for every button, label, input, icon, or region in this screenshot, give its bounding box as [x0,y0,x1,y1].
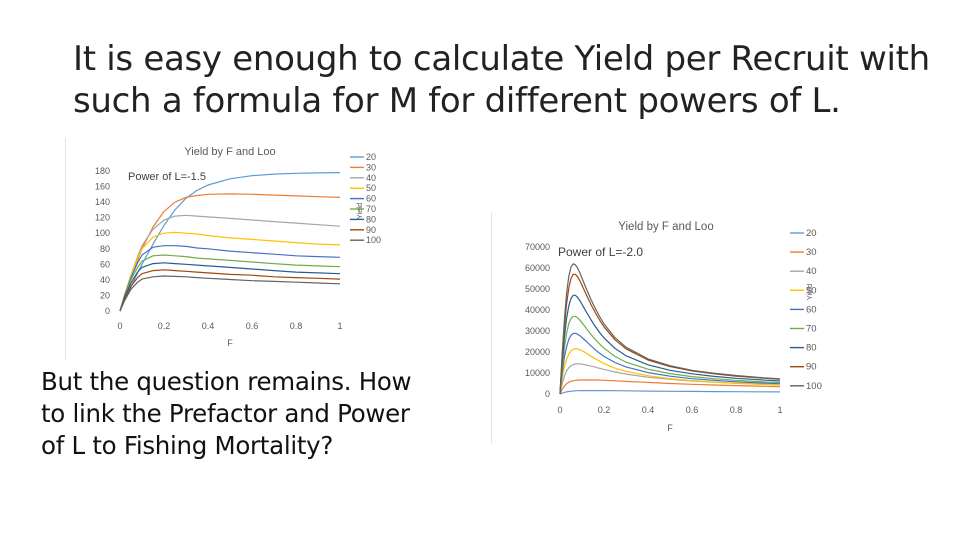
chart1-xtick-label: 0.2 [158,321,171,331]
chart2-series-line-20 [559,390,781,395]
chart2-x-axis-title: F [667,423,673,433]
chart1-legend-label: 20 [366,152,376,162]
slide-title-line-2: such a formula for M for different power… [73,81,841,121]
chart1-legend-label: 80 [366,214,376,224]
chart2-title: Yield by F and Loo [618,221,713,233]
chart2-ytick-label: 60000 [525,263,550,273]
chart2-ytick-label: 30000 [525,326,550,336]
chart1-series-line-100 [119,275,341,312]
chart1-series-line-20 [119,172,341,312]
chart1-legend-label: 30 [366,162,376,172]
chart1-series-line-70 [119,254,341,312]
chart2-legend-label: 60 [806,304,817,315]
chart2-annotation: Power of L=-2.0 [558,245,643,259]
chart1-ytick-label: 60 [100,259,110,269]
chart2-series-line-50 [559,348,781,395]
chart1-series-line-90 [119,269,341,312]
chart-power-2-0: Yield by F and Loo 0 10000 20000 30000 40000 5… [492,212,838,444]
chart1-ytick-label: 80 [100,244,110,254]
chart2-xtick-label: 1 [777,405,782,415]
chart2-xtick-label: 0.2 [598,405,611,415]
question-line-2: to link the Prefactor and Power [41,399,410,428]
chart2-ytick-label: 40000 [525,305,550,315]
chart2-legend-label: 80 [806,343,817,354]
chart2-legend-label: 50 [806,285,817,296]
chart2-series-line-30 [559,379,781,395]
chart2-xtick-label: 0.8 [730,405,743,415]
chart1-legend-label: 90 [366,225,376,235]
chart1-xtick-label: 0.8 [290,321,303,331]
chart1-ytick-label: 20 [100,290,110,300]
chart1-ytick-label: 40 [100,275,110,285]
chart1-legend-label: 50 [366,183,376,193]
chart1-legend-label: 40 [366,173,376,183]
chart1-series-line-30 [119,193,341,312]
chart1-ytick-label: 160 [95,182,110,192]
chart1-legend-label: 100 [366,235,381,245]
chart2-xtick-label: 0 [557,405,562,415]
question-line-3: of L to Fishing Mortality? [41,431,334,460]
chart2-ytick-label: 50000 [525,284,550,294]
chart2-ytick-label: 70000 [525,242,550,252]
chart1-x-axis-title: F [227,338,233,348]
chart1-series-line-60 [119,245,341,312]
chart1-title: Yield by F and Loo [184,146,275,158]
chart2-legend-label: 40 [806,266,817,277]
chart1-ytick-label: 140 [95,197,110,207]
chart2-ytick-label: 10000 [525,368,550,378]
question-line-1: But the question remains. How [41,367,412,396]
chart1-ytick-label: 0 [105,306,110,316]
chart1-series-line-80 [119,262,341,312]
chart1-xtick-label: 0.4 [202,321,215,331]
chart1-xtick-label: 1 [337,321,342,331]
chart1-ytick-label: 180 [95,166,110,176]
chart1-xtick-label: 0 [117,321,122,331]
chart1-legend-label: 60 [366,194,376,204]
chart2-legend-label: 20 [806,228,817,239]
chart-power-1-5-svg: Yield by F and Loo0204060801001201401601… [95,146,381,348]
chart1-series-line-50 [119,231,341,312]
chart2-ytick-label: 20000 [525,347,550,357]
chart2-legend-label: 70 [806,324,817,335]
chart1-ytick-label: 100 [95,228,110,238]
chart2-legend-label: 90 [806,362,817,373]
chart1-xtick-label: 0.6 [246,321,259,331]
chart2-series-line-80 [559,294,781,395]
chart2-series-line-70 [559,315,781,395]
chart1-legend-label: 70 [366,204,376,214]
chart2-series-line-100 [559,263,781,395]
question-text: But the question remains. How to link th… [41,366,471,462]
chart2-ytick-label: 0 [545,389,550,399]
chart1-ytick-label: 120 [95,213,110,223]
chart2-legend-label: 100 [806,381,822,392]
chart-power-1-5: Yield by F and Loo 0 20 40 60 80 100 120 140 160 1… [66,138,392,360]
slide-title-line-1: It is easy enough to calculate Yield per… [73,39,930,79]
chart2-legend-label: 30 [806,247,817,258]
chart1-annotation: Power of L=-1.5 [128,171,206,183]
chart2-series-line-60 [559,332,781,395]
chart1-y-axis-title: Yield [355,203,364,219]
chart2-y-axis-title: Yield [805,284,814,300]
chart2-xtick-label: 0.4 [642,405,655,415]
chart-power-2-0-svg: Yield by F and Loo 0 10000 20000 30000 40000 5… [525,221,822,433]
chart2-xtick-label: 0.6 [686,405,699,415]
slide-title: It is easy enough to calculate Yield per… [73,38,933,122]
